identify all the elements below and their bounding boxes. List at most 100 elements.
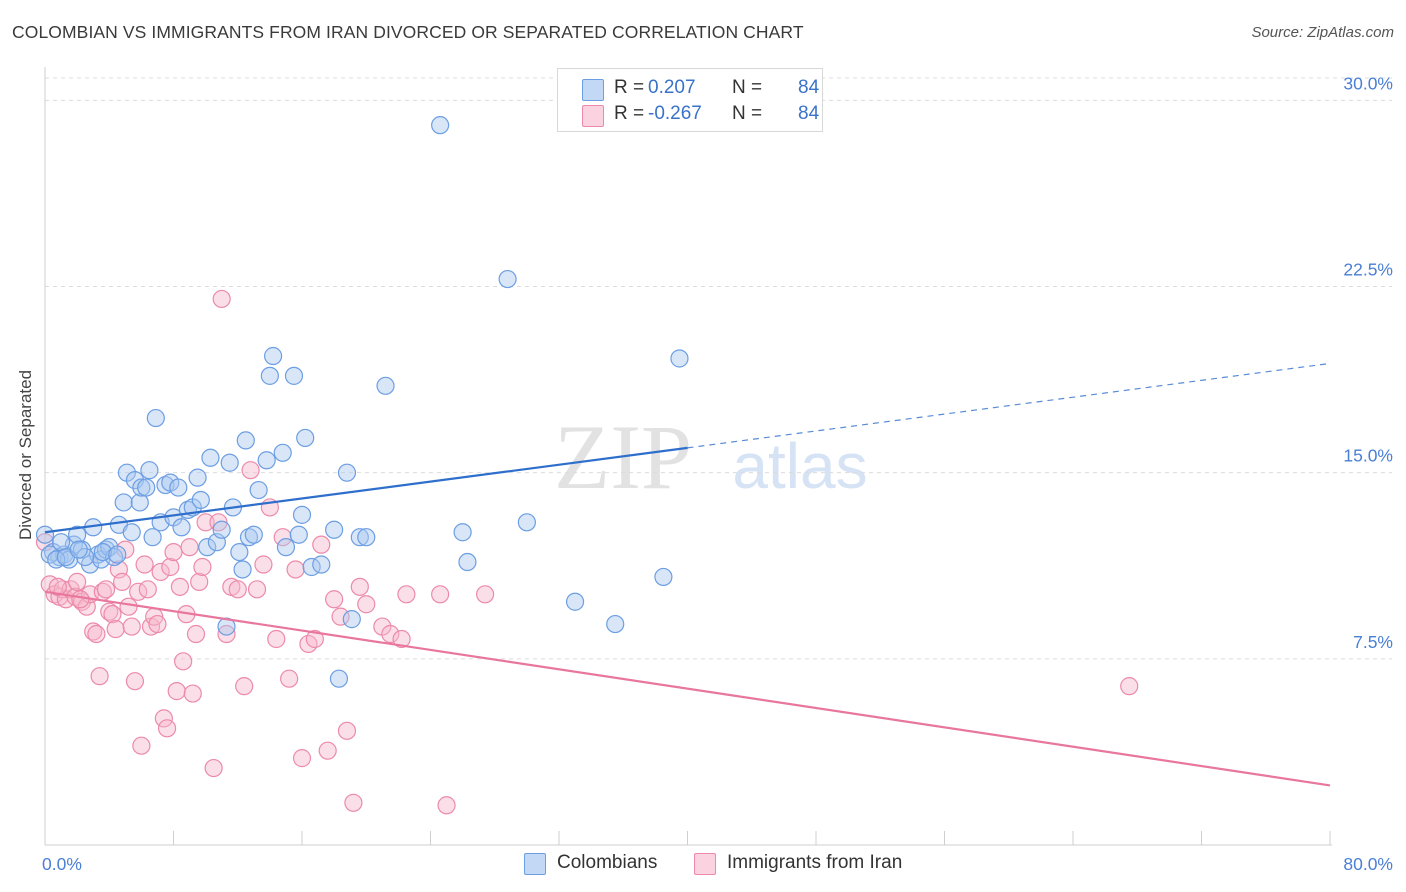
data-point-iran — [344, 793, 363, 812]
data-point-iran — [190, 572, 209, 591]
data-point-colombians — [357, 528, 376, 547]
legend-swatch-pink — [694, 853, 716, 875]
trend-lines — [44, 362, 1331, 787]
data-point-iran — [318, 741, 337, 760]
series-iran-points — [35, 289, 1139, 815]
data-point-colombians — [172, 518, 191, 537]
legend-r-label: R = — [614, 103, 645, 124]
data-point-colombians — [260, 366, 279, 385]
series-legend: Colombians Immigrants from Iran — [0, 852, 1406, 878]
data-point-colombians — [169, 478, 188, 497]
data-point-iran — [84, 622, 103, 641]
data-point-iran — [350, 577, 369, 596]
data-point-colombians — [249, 480, 268, 500]
data-point-iran — [305, 629, 324, 649]
data-point-iran — [325, 590, 344, 609]
data-point-iran — [68, 572, 87, 591]
data-point-colombians — [431, 116, 450, 135]
data-point-iran — [174, 652, 193, 671]
data-point-iran — [167, 682, 186, 701]
data-point-iran — [151, 562, 170, 582]
data-point-colombians — [257, 451, 276, 470]
legend-r-value: -0.267 — [648, 103, 702, 124]
data-point-colombians — [276, 538, 296, 557]
legend-swatch-pink — [582, 105, 604, 127]
data-point-iran — [96, 580, 116, 599]
data-point-colombians — [350, 528, 369, 547]
data-point-colombians — [284, 366, 304, 385]
data-point-iran — [138, 580, 157, 599]
data-point-colombians — [114, 493, 133, 512]
data-point-iran — [87, 624, 106, 644]
data-point-colombians — [453, 523, 472, 542]
data-point-iran — [381, 624, 400, 644]
data-point-iran — [186, 624, 206, 644]
data-point-iran — [125, 672, 145, 691]
data-point-iran — [397, 585, 416, 604]
data-point-colombians — [376, 376, 395, 395]
tick-labels: 7.5% 15.0% 22.5% 30.0% 0.0% 80.0% — [42, 73, 1393, 874]
source-label: Source: ZipAtlas.com — [1251, 24, 1394, 41]
data-point-colombians — [312, 555, 331, 574]
data-point-colombians — [273, 443, 292, 462]
data-point-colombians — [146, 408, 165, 428]
data-point-iran — [431, 585, 450, 604]
data-point-colombians — [292, 505, 312, 524]
data-point-iran — [183, 684, 202, 703]
data-point-iran — [100, 602, 119, 621]
data-point-colombians — [132, 478, 151, 497]
data-point-colombians — [212, 520, 231, 539]
data-point-colombians — [35, 525, 55, 544]
data-point-colombians — [233, 560, 252, 579]
data-point-colombians — [104, 547, 124, 567]
y-tick-label: 15.0% — [1343, 446, 1393, 466]
data-point-colombians — [220, 453, 239, 472]
legend-n-value: 84 — [798, 103, 820, 124]
data-point-iran — [204, 758, 223, 778]
data-point-colombians — [670, 349, 689, 368]
data-point-colombians — [337, 463, 357, 482]
trend-line-iran — [44, 590, 1331, 787]
data-point-iran — [280, 669, 299, 688]
data-point-iran — [241, 461, 260, 480]
data-point-colombians — [325, 520, 344, 539]
data-point-colombians — [198, 538, 217, 557]
x-tick-label-min: 0.0% — [42, 854, 82, 874]
data-point-iran — [254, 555, 273, 574]
data-point-iran — [235, 677, 254, 696]
data-point-colombians — [342, 610, 361, 629]
data-point-colombians — [458, 552, 477, 572]
data-point-iran — [154, 709, 173, 728]
data-point-iran — [292, 749, 312, 768]
data-point-colombians — [498, 269, 517, 289]
legend-n-label: N = — [732, 77, 763, 98]
correlation-legend: R = 0.207 N = 84 R = -0.267 N = 84 — [557, 68, 823, 132]
data-point-iran — [392, 629, 411, 649]
y-tick-label: 7.5% — [1353, 632, 1393, 652]
trend-line-colombians-extension — [687, 362, 1331, 449]
data-point-iran — [312, 535, 331, 554]
legend-n-label: N = — [732, 103, 763, 124]
data-point-iran — [193, 557, 212, 577]
data-point-colombians — [108, 545, 127, 564]
data-point-iran — [247, 580, 267, 599]
watermark: ZIP atlas — [554, 406, 868, 508]
data-point-iran — [357, 595, 376, 614]
data-point-iran — [180, 538, 199, 557]
data-point-colombians — [239, 528, 259, 547]
data-point-colombians — [236, 431, 255, 450]
data-point-iran — [212, 289, 231, 309]
data-point-iran — [437, 796, 456, 815]
data-point-iran — [228, 580, 247, 599]
data-point-colombians — [654, 567, 673, 587]
data-point-iran — [103, 605, 122, 624]
data-point-iran — [1120, 677, 1139, 696]
x-tick-label-max: 80.0% — [1343, 854, 1393, 874]
data-point-iran — [90, 667, 109, 686]
y-tick-label: 30.0% — [1343, 73, 1393, 93]
data-point-iran — [119, 597, 138, 616]
data-point-iran — [157, 719, 177, 738]
data-point-iran — [170, 577, 190, 596]
data-point-colombians — [244, 525, 263, 544]
